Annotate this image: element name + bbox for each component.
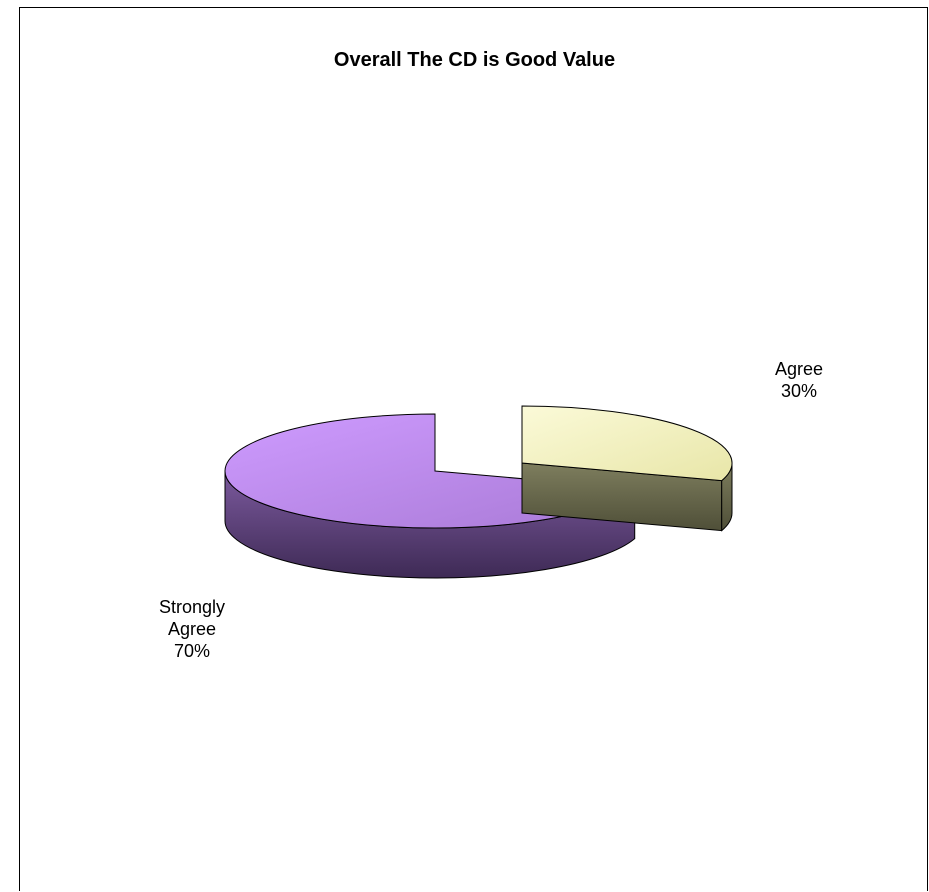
- chart-area: Overall The CD is Good Value Agree 30%: [19, 7, 928, 891]
- slice-label-strongly-agree: Strongly Agree 70%: [132, 596, 252, 662]
- slice-label-strongly-agree-percent: 70%: [173, 641, 211, 661]
- slice-label-strongly-agree-line2: Agree: [167, 619, 217, 639]
- slice-label-agree-percent: 30%: [780, 381, 818, 401]
- slice-label-agree-name: Agree: [774, 359, 824, 379]
- slice-label-agree: Agree 30%: [744, 358, 854, 402]
- slice-label-strongly-agree-line1: Strongly: [158, 597, 226, 617]
- pie-slice-agree: [521, 405, 733, 532]
- chart-title: Overall The CD is Good Value: [333, 49, 616, 71]
- pie-slice-agree-top: [521, 405, 733, 482]
- pie-chart: [224, 405, 733, 579]
